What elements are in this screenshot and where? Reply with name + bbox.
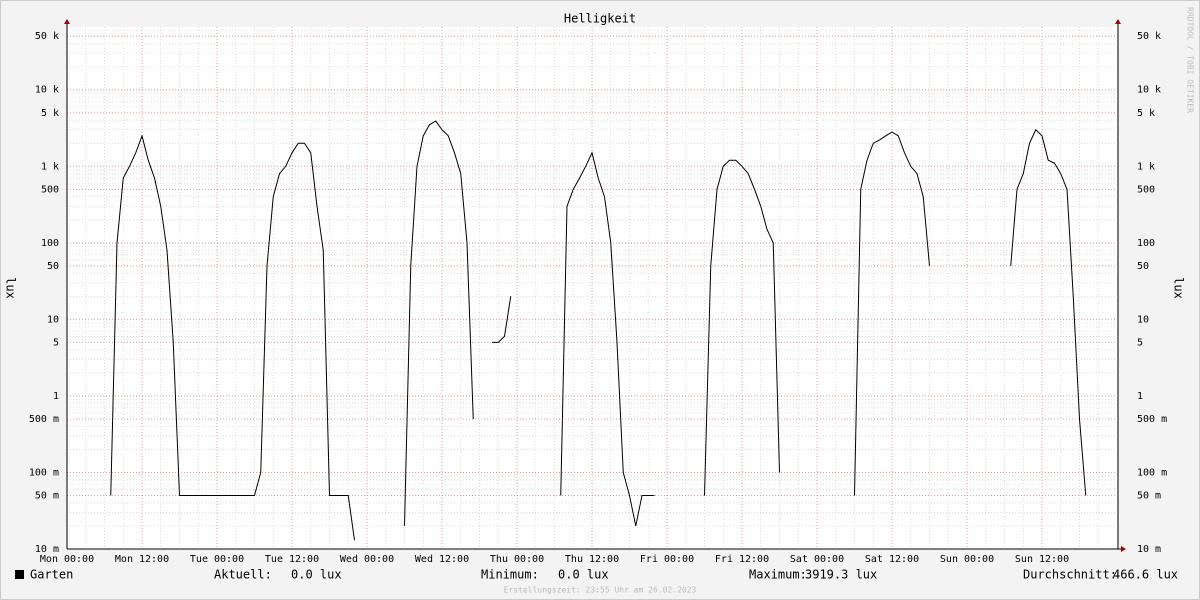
y-tick-label: 50 k bbox=[35, 31, 59, 42]
x-tick-label: Sat 12:00 bbox=[865, 554, 919, 565]
y-tick-label: 100 bbox=[41, 238, 59, 249]
x-tick-label: Mon 12:00 bbox=[115, 554, 169, 565]
x-tick-label: Tue 12:00 bbox=[265, 554, 319, 565]
x-tick-label: Sun 00:00 bbox=[940, 554, 994, 565]
stat-label: Maximum: bbox=[749, 568, 807, 582]
y2-tick-label: 50 m bbox=[1137, 490, 1161, 501]
y2-tick-label: 5 k bbox=[1137, 108, 1155, 119]
stat-value: 3919.3 lux bbox=[805, 568, 877, 582]
y2-tick-label: 10 k bbox=[1137, 85, 1161, 96]
arrow bbox=[64, 19, 70, 24]
footer: Erstellungszeit: 23:55 Uhr am 26.02.2023 bbox=[504, 586, 697, 595]
x-tick-label: Wed 00:00 bbox=[340, 554, 394, 565]
x-tick-label: Tue 00:00 bbox=[190, 554, 244, 565]
y-axis-label: lux bbox=[4, 277, 18, 299]
y-tick-label: 1 bbox=[53, 391, 59, 402]
legend-swatch bbox=[15, 570, 24, 579]
stat-value: 0.0 lux bbox=[558, 568, 609, 582]
y2-axis-label: lux bbox=[1172, 277, 1186, 299]
x-tick-label: Fri 00:00 bbox=[640, 554, 694, 565]
y2-tick-label: 1 bbox=[1137, 391, 1143, 402]
stat-label: Durchschnitt: bbox=[1023, 568, 1117, 582]
y2-tick-label: 500 m bbox=[1137, 414, 1167, 425]
stat-label: Aktuell: bbox=[214, 568, 272, 582]
y2-tick-label: 50 k bbox=[1137, 31, 1161, 42]
y-tick-label: 50 m bbox=[35, 490, 59, 501]
data-line bbox=[110, 120, 1087, 541]
legend-label: Garten bbox=[30, 568, 73, 582]
y-tick-label: 100 m bbox=[29, 467, 59, 478]
watermark: RRDTOOL / TOBI OETIKER bbox=[1186, 7, 1195, 113]
arrow bbox=[1121, 546, 1126, 552]
y2-tick-label: 50 bbox=[1137, 261, 1149, 272]
chart-title: Helligkeit bbox=[564, 12, 636, 26]
y-tick-label: 10 m bbox=[35, 544, 59, 555]
y-tick-label: 5 k bbox=[41, 108, 59, 119]
y2-tick-label: 5 bbox=[1137, 337, 1143, 348]
stat-label: Minimum: bbox=[481, 568, 539, 582]
y-tick-label: 50 bbox=[47, 261, 59, 272]
y2-tick-label: 1 k bbox=[1137, 161, 1155, 172]
x-tick-label: Thu 12:00 bbox=[565, 554, 619, 565]
x-tick-label: Wed 12:00 bbox=[415, 554, 469, 565]
y2-tick-label: 10 bbox=[1137, 314, 1149, 325]
x-tick-label: Thu 00:00 bbox=[490, 554, 544, 565]
stat-value: 0.0 lux bbox=[291, 568, 342, 582]
x-tick-label: Fri 12:00 bbox=[715, 554, 769, 565]
y2-tick-label: 500 bbox=[1137, 184, 1155, 195]
y-tick-label: 500 m bbox=[29, 414, 59, 425]
arrow bbox=[1115, 19, 1121, 24]
y-tick-label: 1 k bbox=[41, 161, 59, 172]
y-tick-label: 500 bbox=[41, 184, 59, 195]
y-tick-label: 5 bbox=[53, 337, 59, 348]
y2-tick-label: 100 m bbox=[1137, 467, 1167, 478]
y-tick-label: 10 k bbox=[35, 85, 59, 96]
x-tick-label: Sat 00:00 bbox=[790, 554, 844, 565]
x-tick-label: Sun 12:00 bbox=[1015, 554, 1069, 565]
y2-tick-label: 10 m bbox=[1137, 544, 1161, 555]
y2-tick-label: 100 bbox=[1137, 238, 1155, 249]
x-tick-label: Mon 00:00 bbox=[40, 554, 94, 565]
y-tick-label: 10 bbox=[47, 314, 59, 325]
stat-value: 466.6 lux bbox=[1113, 568, 1178, 582]
